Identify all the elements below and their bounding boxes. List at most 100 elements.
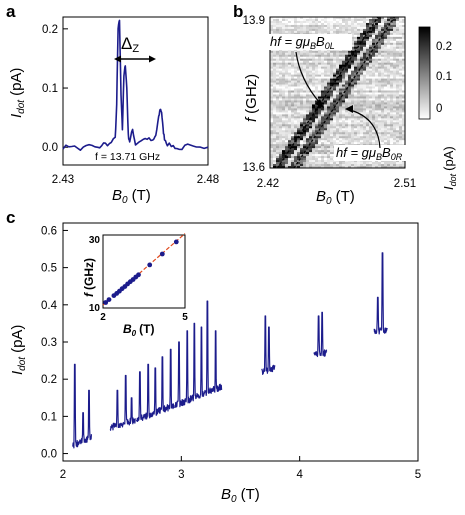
panel-c-ytick-0: 0.0 — [41, 449, 57, 461]
heatmap-cell — [354, 126, 358, 129]
heatmap-cell — [288, 138, 292, 141]
heatmap-cell — [402, 138, 406, 141]
heatmap-cell — [315, 18, 319, 22]
heatmap-cell — [276, 114, 280, 117]
heatmap-cell — [402, 98, 406, 101]
heatmap-cell — [306, 130, 310, 133]
heatmap-cell — [303, 28, 307, 32]
heatmap-cell — [381, 110, 385, 113]
heatmap-cell — [312, 17, 316, 20]
heatmap-cell — [288, 146, 292, 149]
heatmap-cell — [327, 132, 331, 135]
heatmap-cell — [393, 78, 397, 81]
heatmap-cell — [303, 104, 307, 107]
heatmap-cell — [327, 138, 331, 141]
heatmap-cell — [294, 106, 298, 109]
heatmap-cell — [291, 160, 295, 163]
heatmap-cell — [396, 28, 400, 32]
heatmap-cell — [348, 78, 352, 81]
heatmap-cell — [270, 110, 274, 113]
heatmap-cell — [393, 164, 397, 167]
heatmap-cell — [285, 20, 289, 24]
heatmap-cell — [351, 120, 355, 123]
heatmap-cell — [282, 134, 286, 137]
heatmap-cell — [372, 84, 376, 87]
heatmap-cell — [336, 80, 340, 83]
heatmap-cell — [297, 28, 301, 32]
heatmap-cell — [303, 138, 307, 141]
heatmap-cell — [375, 44, 379, 48]
panel-b-left-line-label: hf = gμBB0L — [270, 34, 335, 51]
heatmap-cell — [279, 112, 283, 115]
heatmap-cell — [354, 142, 358, 145]
heatmap-cell — [396, 18, 400, 22]
heatmap-cell — [282, 18, 286, 22]
heatmap-cell — [390, 42, 394, 46]
heatmap-cell — [270, 88, 274, 91]
heatmap-cell — [327, 17, 331, 20]
heatmap-cell — [375, 138, 379, 141]
heatmap-cell — [381, 54, 385, 58]
heatmap-cell — [273, 58, 277, 62]
heatmap-cell — [378, 17, 382, 20]
heatmap-cell — [306, 114, 310, 117]
heatmap-cell — [309, 128, 313, 131]
heatmap-cell — [357, 88, 361, 91]
heatmap-cell — [381, 96, 385, 99]
heatmap-cell — [348, 138, 352, 141]
heatmap-cell — [327, 30, 331, 34]
heatmap-cell — [306, 100, 310, 103]
heatmap-cell — [324, 152, 328, 155]
heatmap-cell — [384, 70, 388, 73]
heatmap-cell — [375, 142, 379, 145]
heatmap-cell — [396, 60, 400, 63]
heatmap-cell — [321, 88, 325, 91]
heatmap-cell — [312, 140, 316, 143]
heatmap-cell — [270, 68, 274, 71]
heatmap-cell — [378, 106, 382, 109]
heatmap-cell — [324, 80, 328, 83]
heatmap-cell — [336, 20, 340, 24]
heatmap-cell — [357, 60, 361, 63]
heatmap-cell — [366, 96, 370, 99]
heatmap-cell — [390, 166, 394, 169]
heatmap-cell — [399, 142, 403, 145]
heatmap-cell — [279, 78, 283, 81]
heatmap-cell — [300, 74, 304, 77]
heatmap-cell — [339, 106, 343, 109]
heatmap-cell — [276, 52, 280, 56]
heatmap-cell — [402, 88, 406, 91]
heatmap-cell — [354, 28, 358, 32]
heatmap-cell — [324, 110, 328, 113]
heatmap-cell — [291, 18, 295, 22]
heatmap-cell — [276, 126, 280, 129]
heatmap-cell — [270, 17, 274, 20]
heatmap-cell — [333, 72, 337, 75]
heatmap-cell — [396, 64, 400, 67]
heatmap-cell — [303, 122, 307, 125]
heatmap-cell — [369, 100, 373, 103]
heatmap-cell — [345, 98, 349, 101]
heatmap-cell — [327, 164, 331, 167]
heatmap-cell — [273, 90, 277, 93]
heatmap-cell — [318, 136, 322, 139]
heatmap-cell — [273, 102, 277, 105]
heatmap-cell — [336, 94, 340, 97]
heatmap-cell — [318, 56, 322, 60]
heatmap-cell — [402, 60, 406, 63]
heatmap-cell — [369, 82, 373, 85]
heatmap-cell — [306, 74, 310, 77]
heatmap-cell — [330, 120, 334, 123]
heatmap-cell — [285, 124, 289, 127]
heatmap-cell — [396, 66, 400, 69]
heatmap-cell — [378, 70, 382, 73]
heatmap-cell — [363, 56, 367, 60]
heatmap-cell — [276, 66, 280, 69]
heatmap-cell — [270, 106, 274, 109]
heatmap-cell — [309, 114, 313, 117]
heatmap-cell — [273, 122, 277, 125]
heatmap-cell — [390, 40, 394, 44]
heatmap-cell — [282, 24, 286, 28]
heatmap-cell — [360, 88, 364, 91]
heatmap-cell — [363, 17, 367, 20]
